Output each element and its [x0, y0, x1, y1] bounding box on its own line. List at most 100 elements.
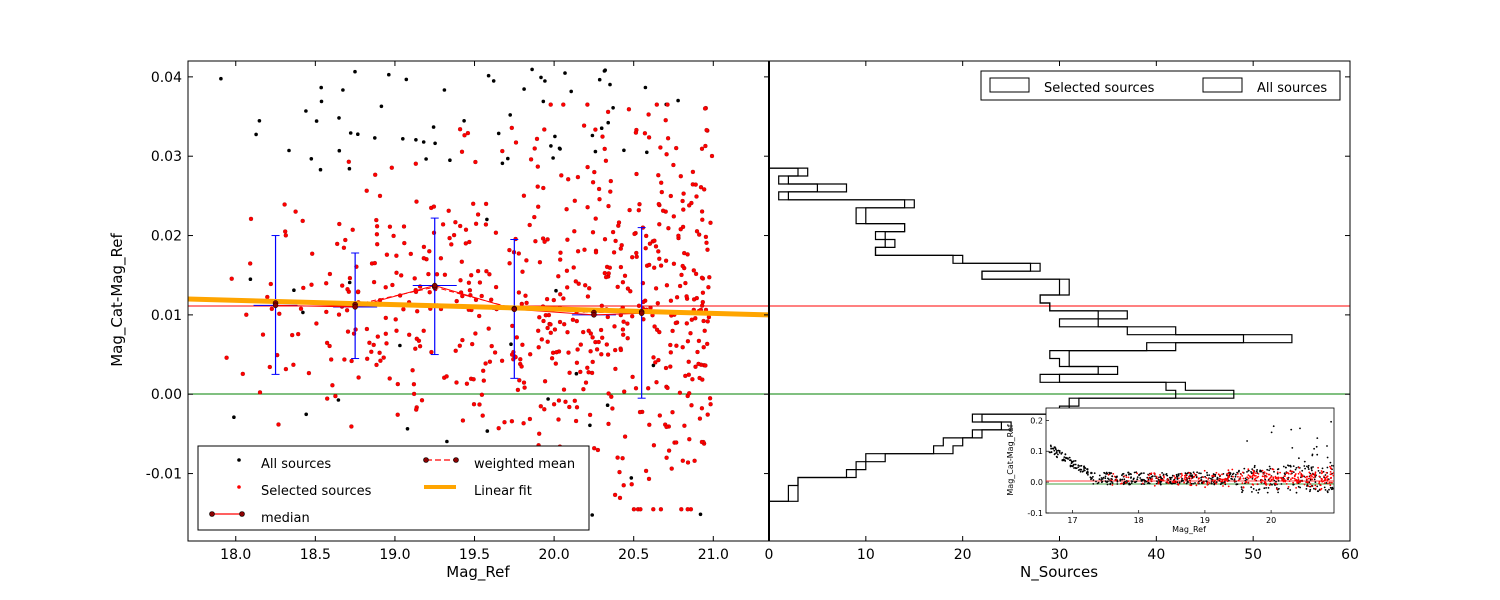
inset-point — [1237, 470, 1240, 473]
selected-source-point — [685, 460, 691, 465]
selected-source-point — [369, 349, 374, 354]
inset-selected-point — [1282, 480, 1285, 483]
selected-source-point — [493, 230, 499, 235]
selected-source-point — [522, 385, 527, 390]
inset-selected-point — [1263, 477, 1266, 479]
selected-source-point — [702, 106, 708, 111]
selected-source-point — [567, 404, 572, 410]
selected-source-point — [453, 220, 458, 225]
inset-selected-point — [1290, 470, 1293, 473]
selected-source-point — [365, 356, 370, 361]
inset-selected-point — [1297, 472, 1300, 475]
selected-source-point — [408, 251, 413, 257]
selected-source-point — [564, 207, 569, 212]
inset-point — [1256, 469, 1258, 471]
inset-point — [1331, 487, 1334, 490]
inset-selected-point — [1301, 475, 1303, 478]
inset-selected-point — [1294, 473, 1297, 475]
selected-source-point — [248, 216, 254, 222]
inset-selected-point — [1203, 469, 1206, 472]
inset-selected-point — [1218, 474, 1221, 477]
selected-source-point — [616, 220, 622, 225]
inset-selected-point — [1318, 482, 1320, 485]
selected-source-point — [683, 373, 688, 379]
inset-selected-point — [1265, 483, 1267, 486]
inset-point — [1158, 476, 1160, 479]
selected-source-point — [364, 326, 370, 332]
inset-point — [1311, 469, 1313, 472]
selected-source-point — [444, 374, 449, 379]
selected-source-point — [636, 208, 641, 213]
inset-point — [1135, 480, 1138, 483]
selected-source-point — [678, 174, 683, 179]
selected-source-point — [384, 252, 390, 257]
selected-source-point — [426, 271, 431, 277]
all-source-point — [629, 476, 634, 480]
selected-source-point — [602, 146, 607, 152]
inset-outlier-point — [1311, 454, 1314, 457]
selected-source-point — [600, 134, 605, 139]
inset-point — [1189, 474, 1191, 477]
selected-source-point — [345, 287, 350, 292]
inset-point — [1241, 489, 1244, 492]
y-tick-label: 0.03 — [151, 149, 182, 165]
inset-point — [1316, 485, 1319, 488]
inset-point — [1147, 482, 1149, 485]
inset-point — [1285, 466, 1287, 469]
inset-point — [1309, 488, 1312, 491]
selected-source-point — [677, 390, 683, 395]
inset-point — [1104, 475, 1107, 478]
selected-source-point — [613, 238, 618, 244]
selected-source-point — [509, 352, 515, 357]
selected-source-point — [454, 298, 459, 304]
all-source-point — [508, 113, 512, 117]
inset-point — [1225, 474, 1228, 476]
selected-source-point — [674, 343, 679, 348]
selected-source-point — [644, 233, 649, 239]
inset-point — [1176, 475, 1178, 478]
inset-selected-point — [1307, 477, 1310, 480]
inset-selected-point — [1325, 476, 1327, 479]
selected-source-point — [696, 338, 702, 344]
inset-point — [1107, 480, 1109, 483]
selected-source-point — [514, 335, 519, 340]
inset-selected-point — [1285, 472, 1288, 475]
selected-source-point — [683, 280, 688, 286]
selected-source-point — [515, 387, 521, 393]
legend-marker-all-sources — [237, 458, 241, 462]
selected-source-point — [596, 186, 602, 192]
inset-selected-point — [1276, 478, 1278, 480]
inset-point — [1095, 480, 1097, 483]
selected-source-point — [670, 410, 675, 415]
legend-label-hist-all: All sources — [1257, 81, 1327, 96]
selected-source-point — [609, 394, 614, 399]
selected-source-point — [374, 217, 379, 223]
inset-point — [1160, 476, 1162, 479]
inset-point — [1119, 478, 1122, 481]
hist-x-axis-label: N_Sources — [1020, 563, 1098, 582]
selected-source-point — [477, 313, 482, 319]
selected-source-point — [699, 439, 705, 445]
selected-source-point — [389, 165, 394, 170]
inset-selected-point — [1173, 479, 1176, 482]
inset-point — [1050, 451, 1053, 453]
selected-source-point — [336, 312, 342, 317]
inset-point — [1329, 486, 1332, 489]
selected-source-point — [656, 201, 661, 207]
selected-source-point — [658, 263, 664, 268]
selected-source-point — [647, 262, 652, 268]
hist-x-tick-label: 0 — [765, 547, 774, 563]
selected-source-point — [699, 146, 705, 151]
selected-source-point — [533, 239, 538, 244]
inset-y-tick-label: 0.2 — [1030, 416, 1043, 425]
inset-point — [1077, 464, 1080, 467]
inset-selected-point — [1269, 476, 1272, 479]
selected-source-point — [668, 298, 674, 303]
inset-selected-point — [1199, 480, 1201, 482]
inset-selected-point — [1277, 476, 1279, 479]
selected-source-point — [535, 164, 540, 169]
legend-label-weighted-mean: weighted mean — [474, 457, 575, 472]
inset-point — [1289, 465, 1292, 468]
all-source-point — [569, 89, 573, 94]
inset-point — [1121, 478, 1124, 481]
